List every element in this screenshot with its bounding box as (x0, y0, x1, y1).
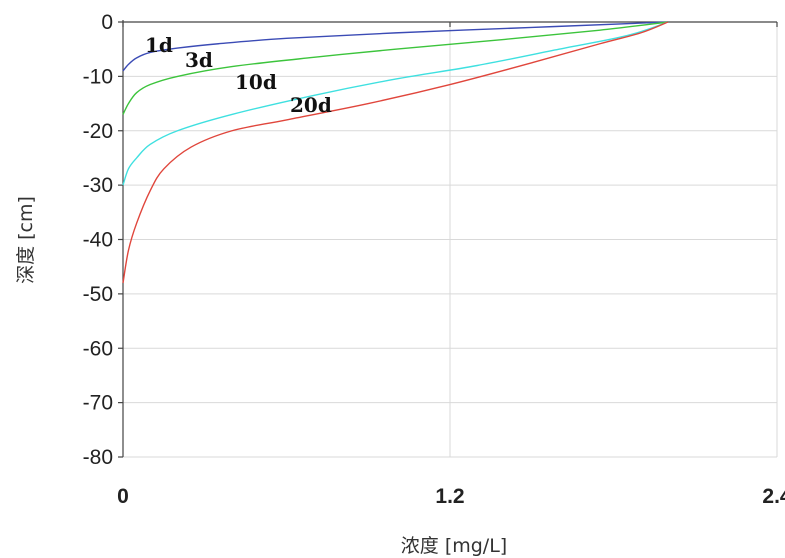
series-group (122, 21, 669, 284)
y-tick-label: -80 (83, 446, 113, 469)
y-axis-title: 深度 [cm] (15, 196, 37, 284)
y-tick-label: -10 (83, 65, 113, 88)
x-tick-label: 1.2 (435, 485, 464, 508)
series-line-3d (122, 21, 669, 115)
curve-labels: 1d 3d 10d 20d (145, 33, 332, 117)
y-tick-label: -20 (83, 120, 113, 143)
x-tick-label: 0 (117, 485, 129, 508)
series-line-10d (122, 21, 669, 186)
y-tick-label: -30 (83, 174, 113, 197)
y-tick-label: -40 (83, 229, 113, 252)
curve-label-1d: 1d (145, 33, 173, 57)
series-line-20d (122, 21, 669, 284)
series-line-1d (122, 21, 669, 72)
grid (123, 22, 778, 458)
curve-label-10d: 10d (235, 70, 277, 94)
y-tick-label: -50 (83, 283, 113, 306)
y-tick-label: -70 (83, 392, 113, 415)
x-axis-title: 浓度 [mg/L] (401, 535, 507, 557)
y-tick-label: 0 (101, 11, 113, 34)
curve-label-20d: 20d (290, 93, 332, 117)
curve-label-3d: 3d (185, 48, 213, 72)
y-tick-label: -60 (83, 337, 113, 360)
x-tick-label: 2.4 (762, 485, 785, 508)
